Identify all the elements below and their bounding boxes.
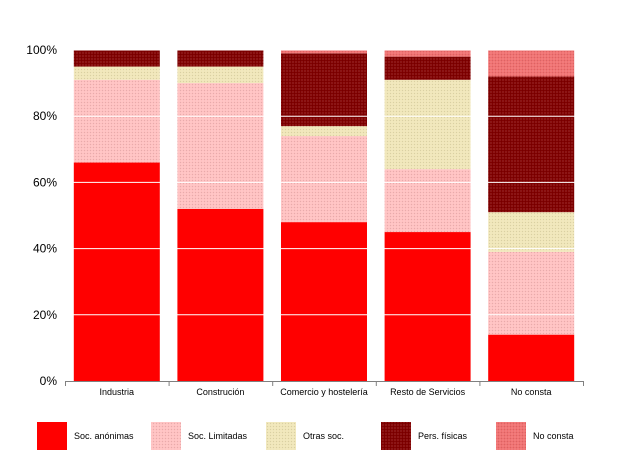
bar-no-consta-no-consta — [488, 50, 575, 77]
legend-item-pers-fisicas: Pers. físicas — [381, 422, 468, 450]
legend: Soc. anónimas Soc. Limitadas Otras soc. Per… — [37, 422, 574, 450]
bar-construcion-soc-anonimas — [177, 208, 264, 381]
y-tick-label-60: 60% — [33, 175, 57, 189]
legend-swatch-soc-anonimas — [37, 422, 67, 450]
bar-construcion-otras-soc — [177, 66, 264, 84]
y-tick-label-80: 80% — [33, 109, 57, 123]
bar-comercio-y-hosteleria-soc-anonimas — [281, 222, 367, 381]
category-label-industria: Industria — [100, 387, 135, 397]
category-label-comercio-y-hosteleria: Comercio y hostelería — [280, 387, 368, 397]
bar-comercio-y-hosteleria-otras-soc — [281, 126, 367, 137]
bar-comercio-y-hosteleria-soc-limitadas — [281, 136, 367, 223]
legend-swatch-pers-fisicas — [381, 422, 411, 450]
y-tick-label-40: 40% — [33, 242, 57, 256]
legend-label-soc-anonimas: Soc. anónimas — [74, 431, 134, 441]
bars-layer — [73, 50, 575, 381]
y-tick-label-100: 100% — [26, 43, 57, 57]
bar-resto-de-servicios-soc-anonimas — [384, 232, 471, 381]
category-label-resto-de-servicios: Resto de Servicios — [390, 387, 466, 397]
bar-comercio-y-hosteleria-pers-fisicas — [281, 53, 367, 127]
legend-swatch-otras-soc — [266, 422, 296, 450]
bar-no-consta-otras-soc — [488, 212, 575, 252]
bar-industria-pers-fisicas — [73, 50, 160, 67]
bar-industria-soc-anonimas — [73, 162, 160, 381]
bar-construcion-soc-limitadas — [177, 83, 264, 209]
bar-industria-otras-soc — [73, 66, 160, 80]
legend-label-pers-fisicas: Pers. físicas — [418, 431, 468, 441]
y-tick-label-0: 0% — [40, 374, 58, 388]
bar-no-consta-soc-anonimas — [488, 334, 575, 381]
bar-comercio-y-hosteleria-no-consta — [281, 50, 367, 54]
category-label-construcion: Construción — [196, 387, 244, 397]
bar-no-consta-soc-limitadas — [488, 251, 575, 335]
legend-item-otras-soc: Otras soc. — [266, 422, 344, 450]
legend-label-soc-limitadas: Soc. Limitadas — [188, 431, 248, 441]
y-tick-label-20: 20% — [33, 308, 57, 322]
legend-swatch-soc-limitadas — [151, 422, 181, 450]
bar-industria-soc-limitadas — [73, 79, 160, 163]
category-label-no-consta: No consta — [511, 387, 552, 397]
axes: 0% 20% 40% 60% 80% 100% Industria Construción Co… — [26, 43, 584, 397]
legend-item-soc-limitadas: Soc. Limitadas — [151, 422, 248, 450]
legend-label-otras-soc: Otras soc. — [303, 431, 344, 441]
bar-resto-de-servicios-soc-limitadas — [384, 169, 471, 233]
legend-label-no-consta: No consta — [533, 431, 574, 441]
legend-swatch-no-consta — [496, 422, 526, 450]
legend-item-soc-anonimas: Soc. anónimas — [37, 422, 134, 450]
legend-item-no-consta: No consta — [496, 422, 574, 450]
bar-resto-de-servicios-otras-soc — [384, 79, 471, 170]
bar-construcion-pers-fisicas — [177, 50, 264, 67]
bar-resto-de-servicios-no-consta — [384, 50, 471, 57]
bar-resto-de-servicios-pers-fisicas — [384, 56, 471, 80]
gridlines — [65, 49, 583, 316]
bar-no-consta-pers-fisicas — [488, 76, 575, 213]
